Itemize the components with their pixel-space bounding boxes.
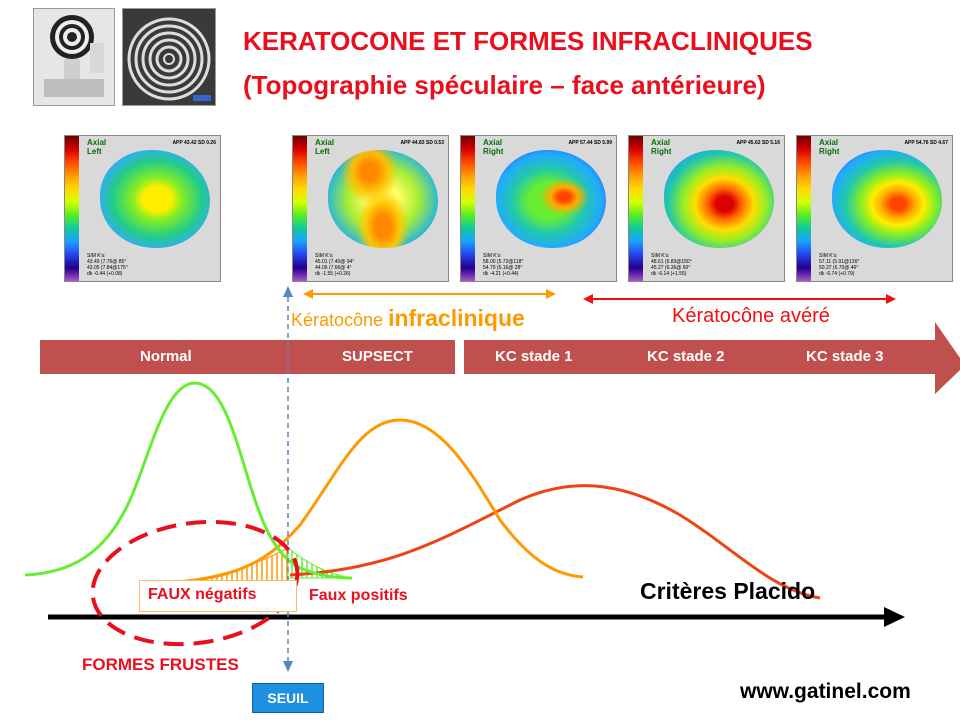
map-mode: Axial [651,138,671,147]
criteres-placido-label: Critères Placido [640,578,816,604]
sim-k-line: dk -1.55 (+0.26) [315,271,351,277]
topography-map-3: Axial Right APP 57.44 SD 5.99 SIM K's: 58.00… [460,135,617,282]
topography-map-5: Axial Right APP 54.76 SD 4.67 SIM K's: 57.11… [796,135,953,282]
stage-kc-1: KC stade 1 [495,348,573,365]
topographer-photo [33,8,115,106]
sim-k-line: SIM K's: [819,253,838,259]
map-sim-k: SIM K's: 57.11 (5.91@136° 50.37 (6.70@ 46°… [819,253,859,277]
keratocone-curve [289,484,821,600]
infraclinique-label: Kératocône infraclinique [291,305,525,332]
map-eye: Left [87,147,102,156]
stage-suspect: SUPSECT [342,348,413,365]
placido-topographer-icon [34,9,114,105]
sim-k-line: dk -6.14 (+1.55) [651,271,687,277]
faux-negatifs-box [139,580,297,612]
map-sim-k: SIM K's: 58.00 (5.72@118° 54.79 (6.16@ 28°… [483,253,523,277]
criteria-axis-arrowhead [884,607,905,627]
seuil-line-bottom-arrowhead [283,661,293,672]
map-mode: Axial [483,138,503,147]
map-mode: Axial [819,138,839,147]
sim-k-line: 45.27 (6.36@ 60° [651,265,691,271]
corneal-map [328,150,438,248]
sim-k-line: SIM K's: [651,253,670,259]
suspect-curve [159,418,584,585]
faux-negatifs-label: FAUX négatifs [148,586,257,603]
title-line-1: KERATOCONE ET FORMES INFRACLINIQUES [243,26,813,56]
sim-k-line: 57.11 (5.91@136° [819,259,860,265]
formes-frustes-label: FORMES FRUSTES [82,655,239,674]
stage-segment-left [40,340,455,374]
map-sim-k: SIM K's: 48.61 (6.83@150° 45.27 (6.36@ 60°… [651,253,692,277]
map-header: Axial Right [651,138,671,156]
infraclinique-prefix: Kératocône [291,310,389,330]
topography-map-4: Axial Right APP 45.62 SD 5.16 SIM K's: 48.61… [628,135,785,282]
sim-k-line: 50.37 (6.70@ 46° [819,265,859,271]
map-app-value: APP 45.62 SD 5.16 [736,140,780,146]
map-app-value: APP 44.83 SD 0.53 [400,140,444,146]
color-scale [797,136,811,281]
sim-k-line: 44.06 (7.66@ 4° [315,265,352,271]
color-scale [461,136,475,281]
seuil-line-top-arrowhead [283,286,293,297]
map-mode: Axial [87,138,107,147]
sim-k-line: dk -0.44 (+0.08) [87,271,123,277]
placido-ring-image-icon [123,9,215,105]
corneal-map [664,150,774,248]
sim-k-line: 54.79 (6.16@ 28° [483,265,523,271]
seuil-badge: SEUIL [252,683,324,713]
map-sim-k: SIM K's: 43.49 (7.76@ 85° 43.05 (7.84@175°… [87,253,128,277]
infraclinique-range-arrow [303,289,556,299]
avere-range-arrow [583,294,896,304]
stage-kc-3: KC stade 3 [806,348,884,365]
corneal-map [496,150,606,248]
map-app-value: APP 43.42 SD 0.26 [172,140,216,146]
map-eye: Right [483,147,504,156]
map-app-value: APP 54.76 SD 4.67 [904,140,948,146]
map-header: Axial Left [87,138,106,156]
sim-k-line: dk -6.74 (+0.79) [819,271,855,277]
stage-kc-2: KC stade 2 [647,348,725,365]
corneal-map [100,150,210,248]
map-app-value: APP 57.44 SD 5.99 [568,140,612,146]
corneal-map [832,150,942,248]
avere-label: Kératocône avéré [672,305,830,327]
map-header: Axial Right [483,138,503,156]
infraclinique-word: infraclinique [388,305,525,331]
formes-frustes-ellipse [90,519,300,647]
map-mode: Axial [315,138,335,147]
sim-k-line: SIM K's: [87,253,106,259]
placido-rings-photo [122,8,216,106]
color-scale [65,136,79,281]
map-eye: Left [315,147,330,156]
topography-map-1: Axial Left APP 43.42 SD 0.26 SIM K's: 43.49 … [64,135,221,282]
faux-positifs-label: Faux positifs [309,587,408,604]
map-header: Axial Left [315,138,334,156]
sim-k-line: dk -4.21 (+0.44) [483,271,519,277]
stage-segment-right [464,340,864,374]
sim-k-line: SIM K's: [315,253,334,259]
map-eye: Right [819,147,840,156]
normal-curve [24,381,353,580]
title-line-2: (Topographie spéculaire – face antérieur… [243,70,766,100]
sim-k-line: 58.00 (5.72@118° [483,259,524,265]
sim-k-line: 48.61 (6.83@150° [651,259,692,265]
sim-k-line: 43.49 (7.76@ 85° [87,259,127,265]
sim-k-line: 43.05 (7.84@175° [87,265,128,271]
topography-map-2: Axial Left APP 44.83 SD 0.53 SIM K's: 45.01 … [292,135,449,282]
stage-normal: Normal [140,348,192,365]
map-eye: Right [651,147,672,156]
website-label: www.gatinel.com [740,680,911,703]
map-header: Axial Right [819,138,839,156]
color-scale [629,136,643,281]
color-scale [293,136,307,281]
sim-k-line: SIM K's: [483,253,502,259]
sim-k-line: 45.01 (7.40@ 94° [315,259,355,265]
map-sim-k: SIM K's: 45.01 (7.40@ 94° 44.06 (7.66@ 4° d… [315,253,354,277]
